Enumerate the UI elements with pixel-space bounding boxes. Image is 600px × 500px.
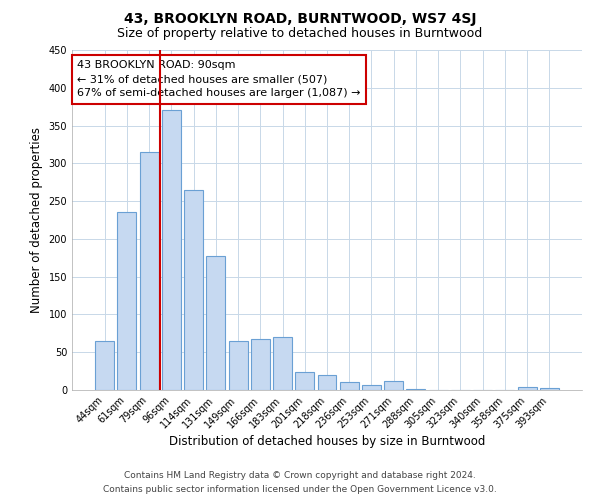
- Bar: [362, 384, 381, 390]
- Bar: [273, 337, 292, 390]
- Bar: [340, 382, 359, 390]
- Text: 43 BROOKLYN ROAD: 90sqm
← 31% of detached houses are smaller (507)
67% of semi-d: 43 BROOKLYN ROAD: 90sqm ← 31% of detache…: [77, 60, 361, 98]
- X-axis label: Distribution of detached houses by size in Burntwood: Distribution of detached houses by size …: [169, 436, 485, 448]
- Bar: [384, 381, 403, 390]
- Bar: [206, 256, 225, 390]
- Bar: [317, 375, 337, 390]
- Bar: [118, 212, 136, 390]
- Text: 43, BROOKLYN ROAD, BURNTWOOD, WS7 4SJ: 43, BROOKLYN ROAD, BURNTWOOD, WS7 4SJ: [124, 12, 476, 26]
- Y-axis label: Number of detached properties: Number of detached properties: [30, 127, 43, 313]
- Bar: [295, 372, 314, 390]
- Bar: [162, 110, 181, 390]
- Text: Size of property relative to detached houses in Burntwood: Size of property relative to detached ho…: [118, 28, 482, 40]
- Bar: [406, 389, 425, 390]
- Bar: [184, 190, 203, 390]
- Bar: [140, 152, 158, 390]
- Bar: [518, 387, 536, 390]
- Text: Contains HM Land Registry data © Crown copyright and database right 2024.
Contai: Contains HM Land Registry data © Crown c…: [103, 472, 497, 494]
- Bar: [95, 341, 114, 390]
- Bar: [251, 340, 270, 390]
- Bar: [540, 388, 559, 390]
- Bar: [229, 341, 248, 390]
